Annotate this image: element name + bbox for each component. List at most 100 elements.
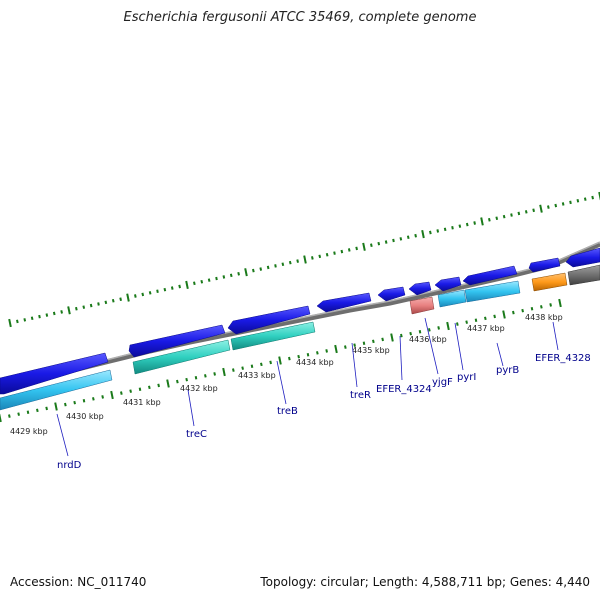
gene-label[interactable]: treC <box>186 429 207 440</box>
gene-track <box>0 264 600 411</box>
minor-tick <box>129 389 132 393</box>
minor-tick <box>176 379 179 384</box>
gene-label[interactable]: treB <box>277 406 298 417</box>
minor-tick <box>362 341 366 345</box>
minor-tick <box>266 265 270 270</box>
forward-cds-track <box>0 247 600 395</box>
kbp-label: 4438 kbp <box>525 313 563 322</box>
minor-tick <box>465 320 468 324</box>
minor-tick <box>316 351 319 355</box>
minor-tick <box>554 203 558 208</box>
gene-feature-teal <box>230 321 316 351</box>
leader-line <box>351 342 358 388</box>
minor-tick <box>418 330 422 334</box>
minor-tick <box>97 302 100 306</box>
minor-tick <box>274 264 277 268</box>
inner-tick-ring <box>0 298 562 423</box>
cds-feature <box>434 276 462 292</box>
gene-label[interactable]: yjgF <box>432 377 453 388</box>
minor-tick <box>119 297 122 302</box>
minor-tick <box>193 281 196 286</box>
minor-tick <box>232 368 235 372</box>
major-tick <box>502 310 506 319</box>
minor-tick <box>215 276 218 281</box>
gene-feature-teal <box>132 339 231 375</box>
minor-tick <box>82 305 86 309</box>
leader-line <box>187 389 195 427</box>
minor-tick <box>392 238 395 243</box>
minor-tick <box>288 260 292 265</box>
minor-tick <box>259 267 263 271</box>
major-tick <box>54 402 58 411</box>
leader-line <box>276 360 287 405</box>
leader-line <box>56 413 69 457</box>
leader-line <box>424 317 439 375</box>
minor-tick <box>288 356 291 361</box>
major-tick <box>222 367 226 377</box>
minor-tick <box>89 303 93 308</box>
kbp-label: 4431 kbp <box>123 398 161 407</box>
minor-tick <box>269 360 272 365</box>
minor-tick <box>428 328 431 332</box>
minor-tick <box>229 273 233 278</box>
minor-tick <box>311 256 314 260</box>
minor-tick <box>406 235 410 240</box>
map-title: Escherichia fergusonii ATCC 35469, compl… <box>123 10 477 25</box>
minor-tick <box>36 408 39 413</box>
gene-feature-cyan <box>464 280 521 303</box>
minor-tick <box>60 310 63 314</box>
major-tick <box>390 333 394 342</box>
major-tick <box>421 229 425 239</box>
kbp-label: 4435 kbp <box>352 346 390 355</box>
minor-tick <box>384 240 388 244</box>
gene-label[interactable]: pyrB <box>496 365 519 376</box>
accession-text: Accession: NC_011740 <box>10 575 147 589</box>
minor-tick <box>185 377 188 382</box>
kbp-label: 4430 kbp <box>66 412 104 421</box>
minor-tick <box>207 278 211 282</box>
gene-label[interactable]: EFER_4328 <box>535 353 591 364</box>
kbp-label: 4434 kbp <box>296 358 334 367</box>
minor-tick <box>512 310 515 315</box>
minor-tick <box>38 314 41 319</box>
cds-feature <box>0 352 109 395</box>
gene-label[interactable]: nrdD <box>57 460 82 471</box>
minor-tick <box>576 198 580 203</box>
major-tick <box>303 255 307 264</box>
minor-tick <box>148 291 152 295</box>
minor-tick <box>377 241 381 246</box>
cds-feature <box>316 292 372 313</box>
gene-label[interactable]: pyrI <box>457 372 476 383</box>
cds-feature <box>227 305 311 335</box>
minor-tick <box>409 331 412 336</box>
minor-tick <box>493 314 496 319</box>
minor-tick <box>400 333 403 338</box>
minor-tick <box>325 252 329 257</box>
major-tick <box>8 318 12 328</box>
gene-label[interactable]: EFER_4324 <box>376 384 432 395</box>
minor-tick <box>17 412 20 416</box>
minor-tick <box>111 298 115 303</box>
leader-line <box>552 321 559 351</box>
minor-tick <box>347 248 351 252</box>
minor-tick <box>92 397 95 401</box>
gene-feature-cyan <box>0 369 113 411</box>
minor-tick <box>297 354 300 359</box>
minor-tick <box>465 222 469 227</box>
minor-tick <box>591 195 594 200</box>
leader-line <box>399 335 403 381</box>
minor-tick <box>532 208 535 213</box>
minor-tick <box>484 316 487 321</box>
minor-tick <box>296 259 299 263</box>
gene-feature-grey <box>567 264 600 286</box>
outer-tick-ring <box>8 191 600 328</box>
minor-tick <box>148 385 151 390</box>
kbp-scale-labels: 4429 kbp 4430 kbp 4431 kbp 4432 kbp 4433 kbp… <box>10 313 563 436</box>
minor-tick <box>200 279 204 284</box>
gene-label[interactable]: treR <box>350 390 371 401</box>
minor-tick <box>222 275 226 279</box>
minor-tick <box>429 230 432 235</box>
minor-tick <box>134 294 137 298</box>
